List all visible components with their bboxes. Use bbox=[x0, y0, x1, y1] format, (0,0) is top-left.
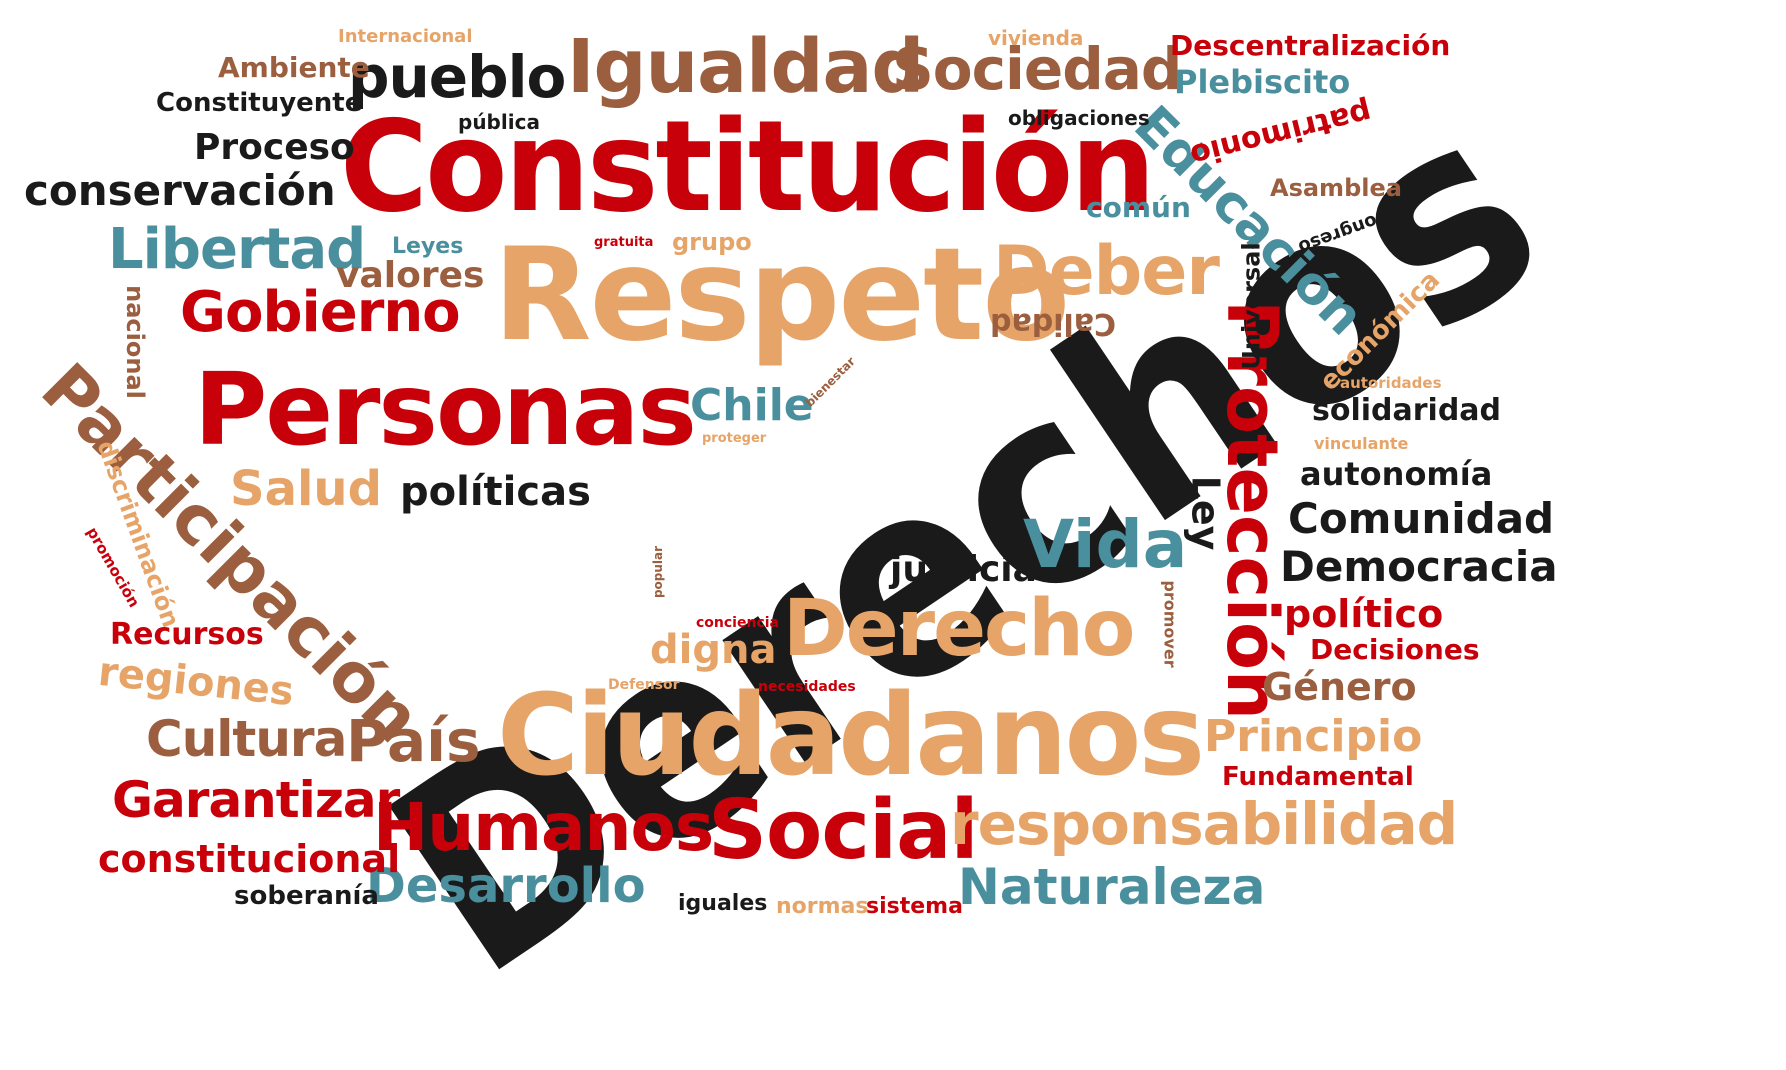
word-plebiscito: Plebiscito bbox=[1174, 63, 1351, 101]
word-vinculante: vinculante bbox=[1314, 434, 1409, 453]
word-conservacion: conservación bbox=[24, 166, 336, 215]
word-soberania: soberanía bbox=[234, 881, 379, 911]
word-ambiente: Ambiente bbox=[218, 51, 370, 84]
word-autoridades: autoridades bbox=[1340, 374, 1442, 392]
word-fundamental: Fundamental bbox=[1222, 762, 1414, 792]
word-vida: Vida bbox=[1023, 506, 1188, 583]
word-constitucion: Constitución bbox=[340, 94, 1156, 241]
word-responsabilidad: responsabilidad bbox=[950, 790, 1458, 858]
word-iguales: iguales bbox=[678, 891, 768, 916]
word-ley: Ley bbox=[1183, 475, 1228, 551]
word-valores: valores bbox=[336, 255, 485, 296]
word-principio: Principio bbox=[1204, 711, 1423, 762]
word-descentralizacion: Descentralización bbox=[1170, 29, 1451, 62]
word-justicia: justicia bbox=[890, 549, 1037, 590]
word-pueblo: pueblo bbox=[348, 43, 566, 111]
word-promover: promover bbox=[1160, 580, 1180, 668]
word-decisiones: Decisiones bbox=[1310, 633, 1480, 666]
word-sociedad: Sociedad bbox=[892, 35, 1182, 103]
word-normas: normas bbox=[776, 894, 869, 919]
word-universal: Universal bbox=[1237, 242, 1266, 370]
word-cultura: Cultura bbox=[146, 710, 347, 768]
word-deber: Deber bbox=[993, 232, 1220, 311]
word-desarrollo: Desarrollo bbox=[366, 858, 646, 914]
word-respeto: Respeto bbox=[493, 221, 1070, 370]
word-chile: Chile bbox=[690, 380, 814, 431]
word-personas: Personas bbox=[194, 351, 697, 468]
word-social: Social bbox=[708, 783, 979, 878]
word-gobierno: Gobierno bbox=[180, 280, 461, 345]
word-genero: Género bbox=[1262, 665, 1417, 709]
word-nacional: nacional bbox=[120, 285, 149, 399]
word-ciudadanos: Ciudadanos bbox=[497, 671, 1205, 801]
word-politico: político bbox=[1284, 592, 1444, 636]
word-pais: País bbox=[346, 707, 481, 775]
word-publica: pública bbox=[458, 110, 540, 134]
word-digna: digna bbox=[650, 627, 777, 673]
word-obligaciones: obligaciones bbox=[1008, 106, 1150, 130]
word-popular: popular bbox=[651, 545, 666, 599]
word-igualdad: Igualdad bbox=[567, 24, 924, 110]
word-calidad: Calidad bbox=[990, 306, 1117, 341]
word-politicas: políticas bbox=[400, 469, 591, 515]
word-leyes: Leyes bbox=[392, 234, 464, 259]
word-grupo: grupo bbox=[672, 228, 752, 256]
word-solidaridad: solidaridad bbox=[1312, 393, 1502, 428]
word-gratuita: gratuita bbox=[594, 235, 654, 250]
word-naturaleza: Naturaleza bbox=[958, 858, 1266, 916]
word-garantizar: Garantizar bbox=[112, 771, 400, 829]
word-recursos: Recursos bbox=[110, 617, 264, 652]
word-vivienda: vivienda bbox=[988, 26, 1084, 50]
word-constitucional: constitucional bbox=[98, 837, 401, 881]
word-internacional: Internacional bbox=[338, 26, 473, 47]
word-proteger: proteger bbox=[702, 431, 767, 446]
word-constituyente: Constituyente bbox=[156, 88, 363, 118]
word-comun: común bbox=[1086, 191, 1191, 224]
word-autonomia: autonomía bbox=[1300, 455, 1493, 493]
word-asamblea: Asamblea bbox=[1270, 174, 1402, 202]
word-libertad: Libertad bbox=[108, 217, 366, 282]
word-regiones: regiones bbox=[96, 648, 296, 716]
word-salud: Salud bbox=[230, 461, 382, 517]
word-humanos: Humanos bbox=[373, 789, 714, 866]
word-comunidad: Comunidad bbox=[1288, 494, 1555, 543]
word-necesidades: necesidades bbox=[758, 679, 856, 695]
word-derecho: Derecho bbox=[783, 584, 1135, 674]
word-sistema: sistema bbox=[866, 894, 963, 919]
word-proceso: Proceso bbox=[194, 127, 355, 168]
word-defensor: Defensor bbox=[608, 677, 680, 693]
word-democracia: Democracia bbox=[1280, 542, 1558, 591]
word-conciencia: conciencia bbox=[696, 615, 779, 631]
